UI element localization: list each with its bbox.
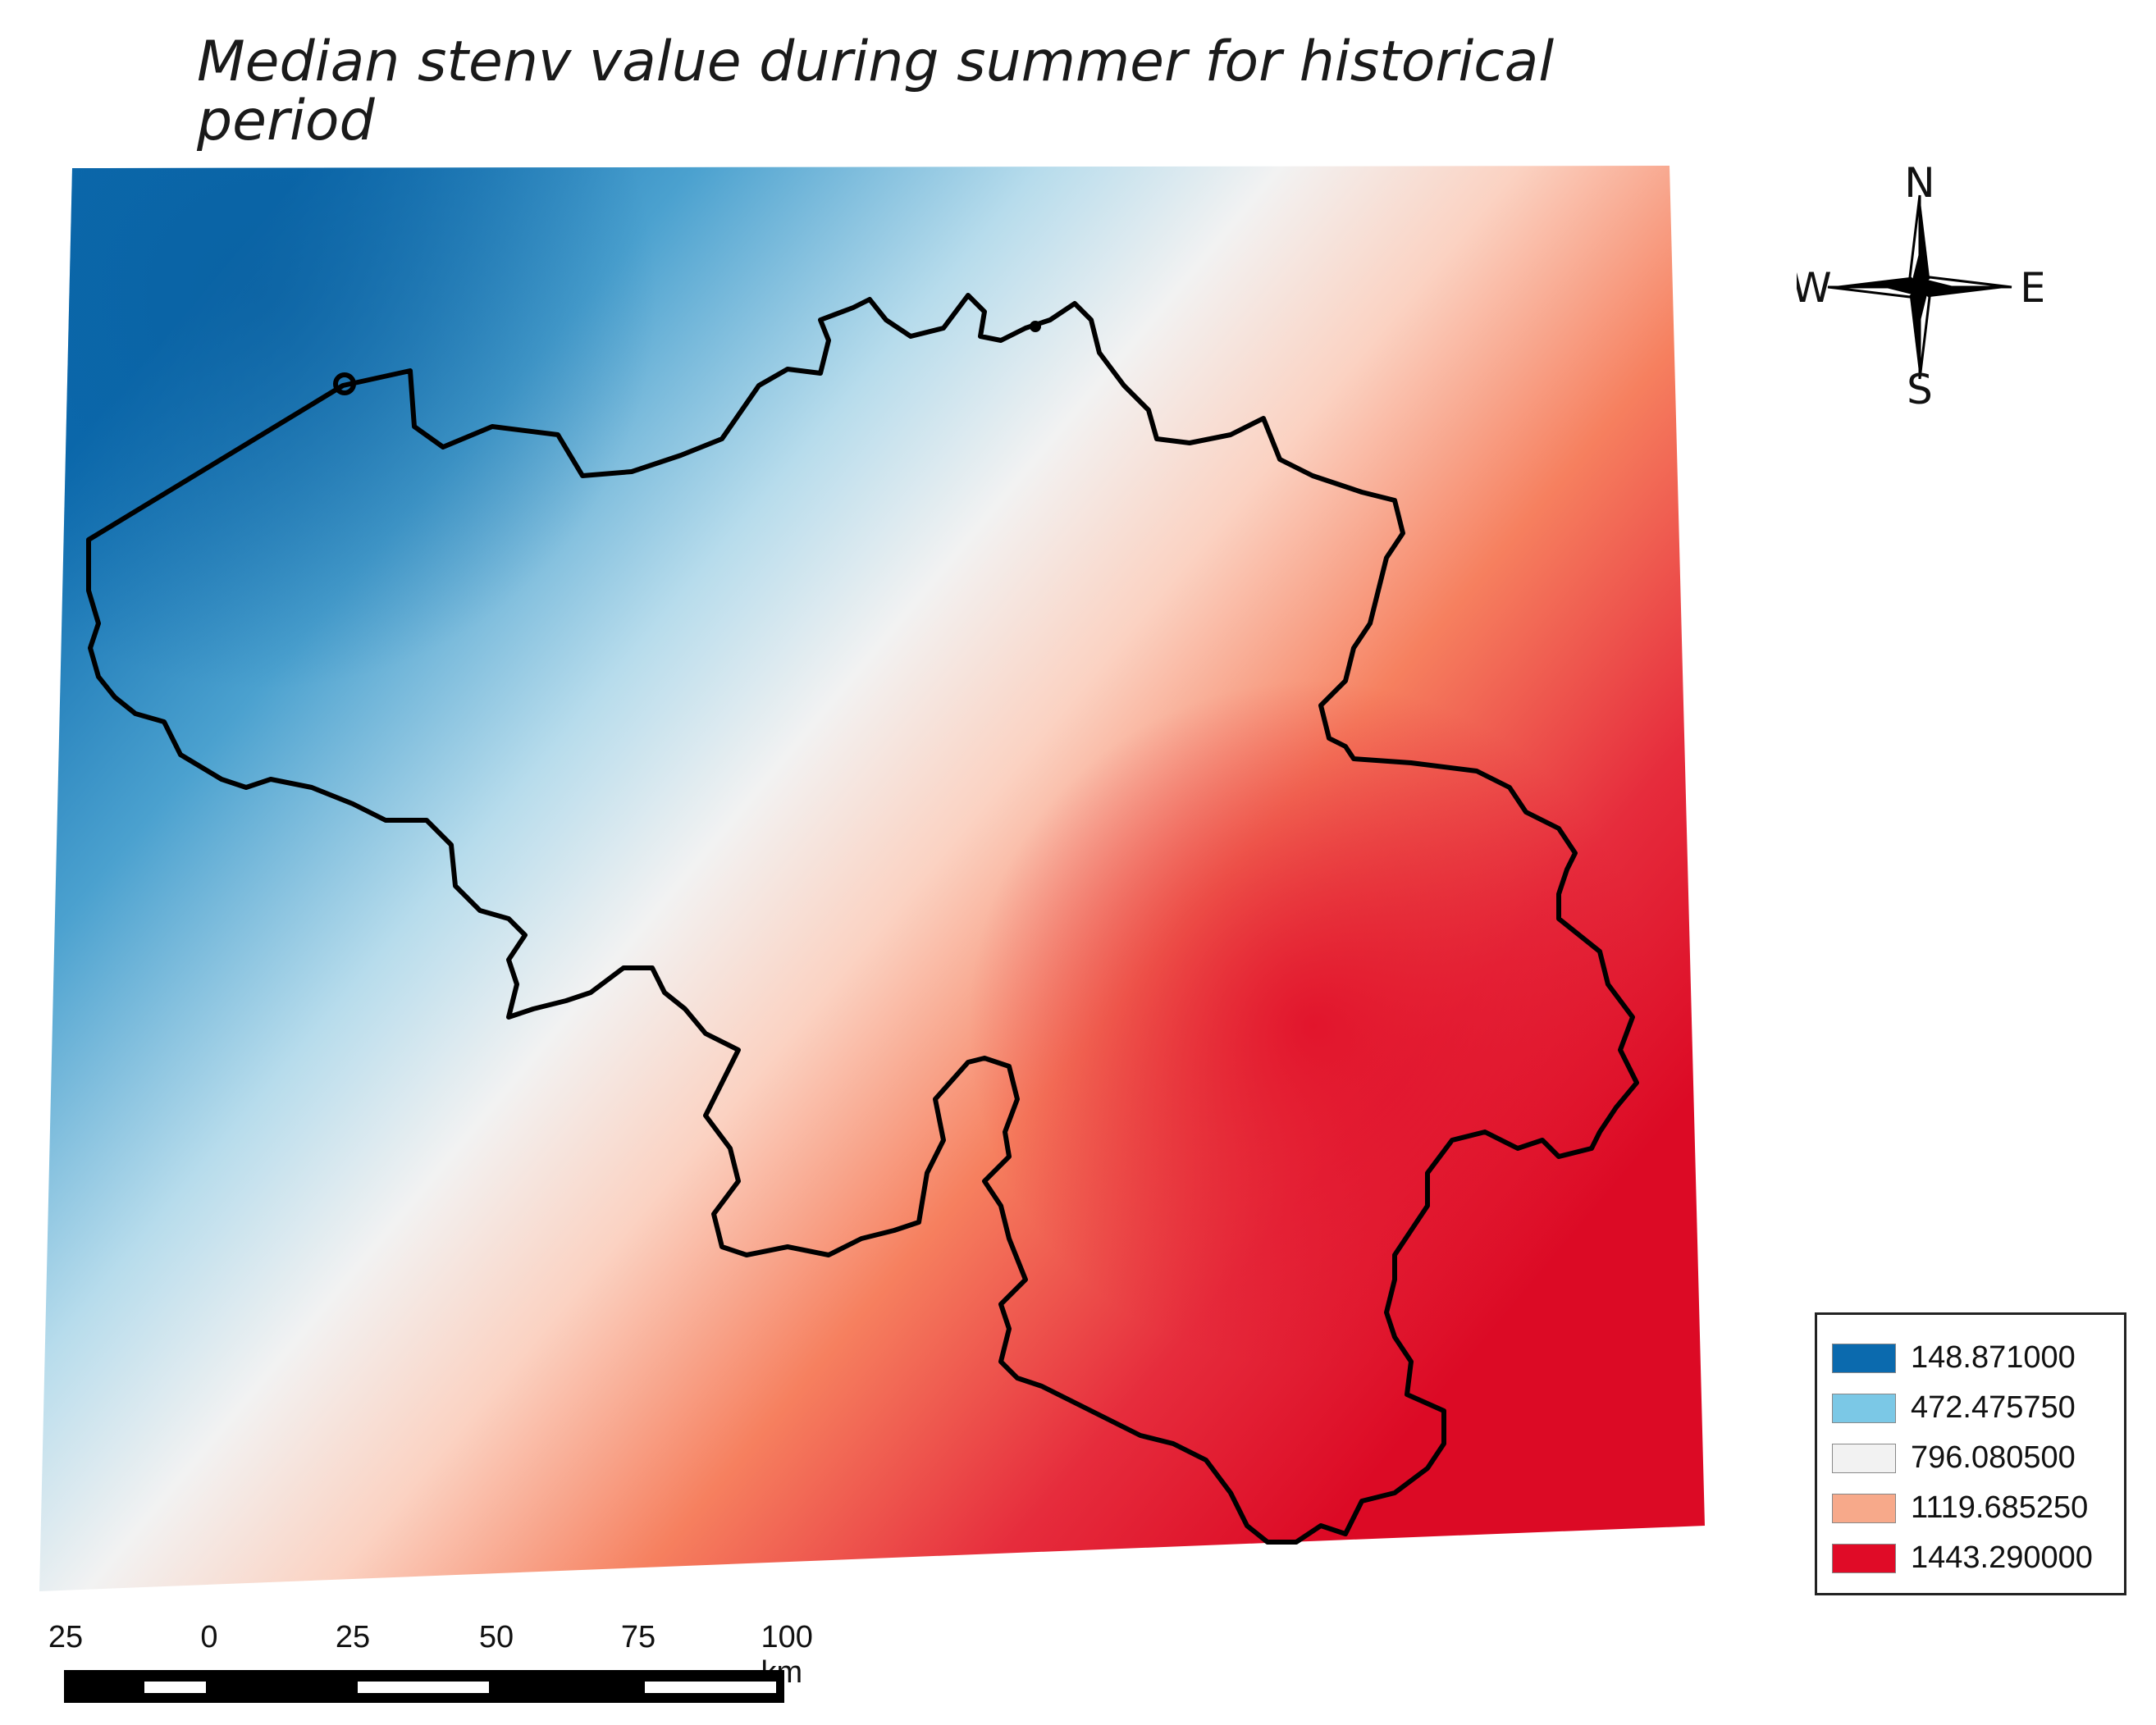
legend-label: 148.871000 (1911, 1340, 2076, 1375)
scale-bar-segment (358, 1682, 489, 1693)
scale-bar-labels: 25 0 25 50 75 100 km (0, 1620, 902, 1690)
map-title: Median stenv value during summer for his… (197, 30, 1555, 153)
legend-item: 148.871000 (1832, 1333, 2124, 1383)
legend: 148.871000 472.475750 796.080500 1119.68… (1815, 1312, 2126, 1595)
scale-bar-segment (144, 1682, 206, 1693)
enclave-marker (1030, 321, 1041, 332)
legend-item: 1119.685250 (1832, 1483, 2124, 1533)
legend-item: 1443.290000 (1832, 1533, 2124, 1583)
compass-rose: N S E W (1797, 164, 2043, 410)
scale-tick-label: 50 (478, 1620, 514, 1654)
coast-dot-marker (333, 372, 356, 395)
legend-label: 472.475750 (1911, 1390, 2076, 1425)
legend-label: 796.080500 (1911, 1440, 2076, 1475)
legend-item: 472.475750 (1832, 1383, 2124, 1433)
legend-label: 1443.290000 (1911, 1540, 2093, 1575)
compass-star-icon (1827, 194, 2012, 380)
legend-label: 1119.685250 (1911, 1490, 2089, 1525)
belgium-border (86, 293, 1639, 1545)
scale-bar (64, 1670, 784, 1703)
legend-swatch (1832, 1493, 1896, 1523)
scale-bar-segment (645, 1682, 776, 1693)
legend-swatch (1832, 1393, 1896, 1423)
scale-tick-label: 25 (335, 1620, 371, 1654)
legend-swatch (1832, 1343, 1896, 1373)
scale-tick-label: 25 (48, 1620, 84, 1654)
legend-item: 796.080500 (1832, 1433, 2124, 1483)
legend-swatch (1832, 1443, 1896, 1473)
compass-e: E (2020, 264, 2043, 312)
legend-swatch (1832, 1543, 1896, 1573)
compass-s: S (1907, 366, 1933, 410)
raster-field (39, 166, 1705, 1591)
scale-tick-label: 75 (620, 1620, 656, 1654)
scale-tick-label: 0 (200, 1620, 218, 1654)
compass-w: W (1797, 264, 1832, 312)
compass-n: N (1904, 164, 1934, 207)
